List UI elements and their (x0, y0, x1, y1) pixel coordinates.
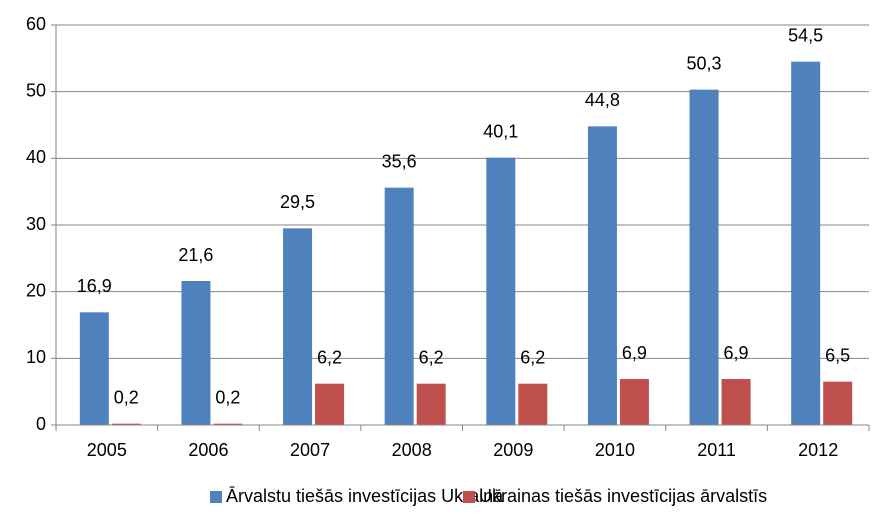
value-label: 0,2 (114, 387, 139, 407)
x-tick-label: 2008 (392, 440, 432, 460)
bar (689, 89, 719, 426)
bar (384, 187, 414, 425)
bar (111, 423, 141, 425)
value-label: 6,9 (622, 343, 647, 363)
bar (791, 61, 821, 426)
bar (587, 126, 617, 425)
bar (315, 383, 345, 425)
value-label: 6,9 (724, 343, 749, 363)
value-label: 0,2 (215, 387, 240, 407)
x-tick-label: 2009 (493, 440, 533, 460)
legend-swatch (210, 491, 222, 503)
value-label: 6,2 (520, 347, 545, 367)
value-label: 35,6 (382, 151, 417, 171)
y-tick-label: 50 (26, 80, 46, 100)
value-label: 54,5 (788, 25, 823, 45)
bar (518, 383, 548, 425)
value-label: 50,3 (687, 53, 722, 73)
bar (619, 379, 649, 425)
bar (721, 379, 751, 425)
value-label: 29,5 (280, 192, 315, 212)
value-label: 44,8 (585, 90, 620, 110)
x-tick-label: 2012 (798, 440, 838, 460)
x-tick-label: 2007 (290, 440, 330, 460)
y-tick-label: 0 (36, 414, 46, 434)
bar (213, 423, 243, 425)
value-label: 6,2 (419, 347, 444, 367)
bar (283, 228, 313, 425)
bar (486, 157, 516, 425)
value-label: 16,9 (77, 276, 112, 296)
y-tick-label: 30 (26, 214, 46, 234)
value-label: 21,6 (178, 245, 213, 265)
bar (416, 383, 446, 425)
y-tick-label: 20 (26, 280, 46, 300)
x-tick-label: 2005 (87, 440, 127, 460)
value-label: 6,5 (825, 345, 850, 365)
value-label: 40,1 (483, 121, 518, 141)
bar (823, 381, 853, 425)
y-tick-label: 40 (26, 147, 46, 167)
legend-label: Ārvalstu tiešās investīcijas Ukrainā (226, 486, 504, 506)
legend-label: Ukrainas tiešās investīcijas ārvalstīs (479, 486, 767, 506)
y-tick-label: 10 (26, 347, 46, 367)
x-tick-label: 2011 (697, 440, 736, 460)
value-label: 6,2 (317, 347, 342, 367)
x-tick-label: 2006 (188, 440, 228, 460)
bar (79, 312, 109, 425)
legend-swatch (463, 491, 475, 503)
y-tick-label: 60 (26, 14, 46, 34)
x-tick-label: 2010 (595, 440, 635, 460)
bar (181, 281, 211, 425)
